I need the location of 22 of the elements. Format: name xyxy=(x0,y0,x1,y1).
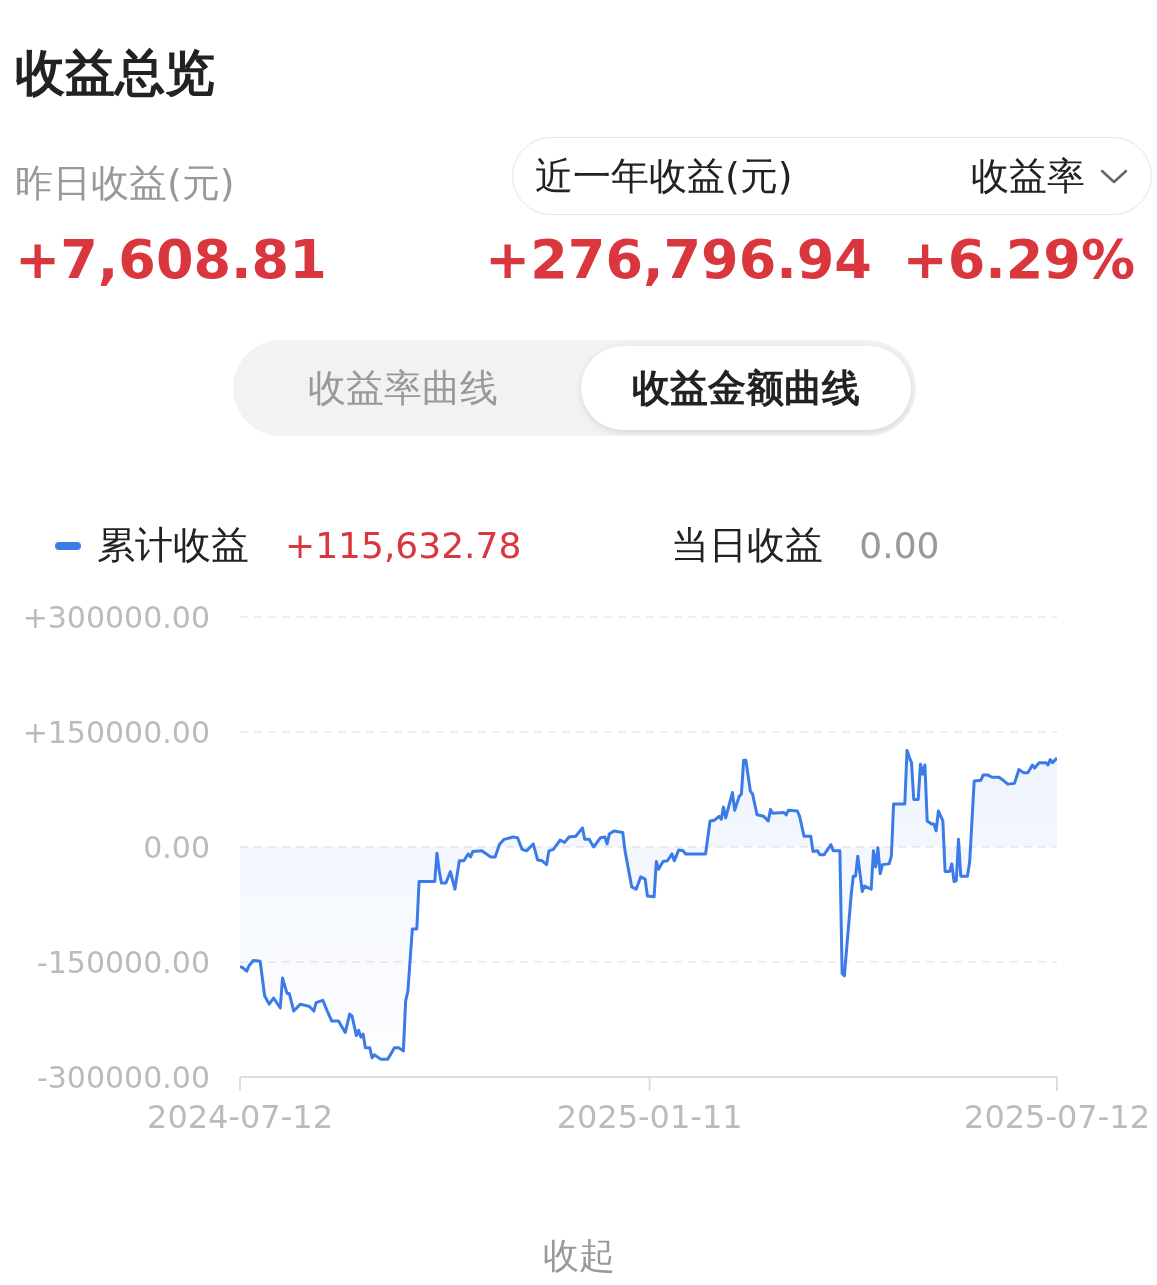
text: +7,608.81 xyxy=(15,228,327,291)
text: 收益金额曲线 xyxy=(581,346,911,430)
text: +115,632.78 xyxy=(285,525,522,566)
text: +276,796.94 xyxy=(485,228,872,291)
text: 昨日收益(元) xyxy=(15,160,235,207)
y-tick-label: -150000.00 xyxy=(36,944,210,980)
y-tick-label: -300000.00 xyxy=(36,1059,210,1095)
x-tick-label: 2024-07-12 xyxy=(147,1097,333,1136)
text: 收益率曲线 xyxy=(307,364,499,412)
text: 近一年收益(元) xyxy=(535,152,793,200)
legend-label: 累计收益 xyxy=(97,522,249,569)
text: 0.00 xyxy=(859,525,940,566)
text: 收起 xyxy=(541,1234,616,1278)
y-tick-label: +150000.00 xyxy=(22,714,210,750)
y-tick-label: 0.00 xyxy=(143,829,210,865)
text: +6.29% xyxy=(902,228,1135,291)
x-tick-label: 2025-07-12 xyxy=(964,1097,1150,1136)
y-tick-label: +300000.00 xyxy=(22,599,210,635)
text: 当日收益 xyxy=(671,522,824,569)
text: 收益率 xyxy=(971,152,1086,200)
chart-title: 收益总览 xyxy=(15,43,215,104)
x-tick-label: 2025-01-11 xyxy=(556,1097,743,1136)
